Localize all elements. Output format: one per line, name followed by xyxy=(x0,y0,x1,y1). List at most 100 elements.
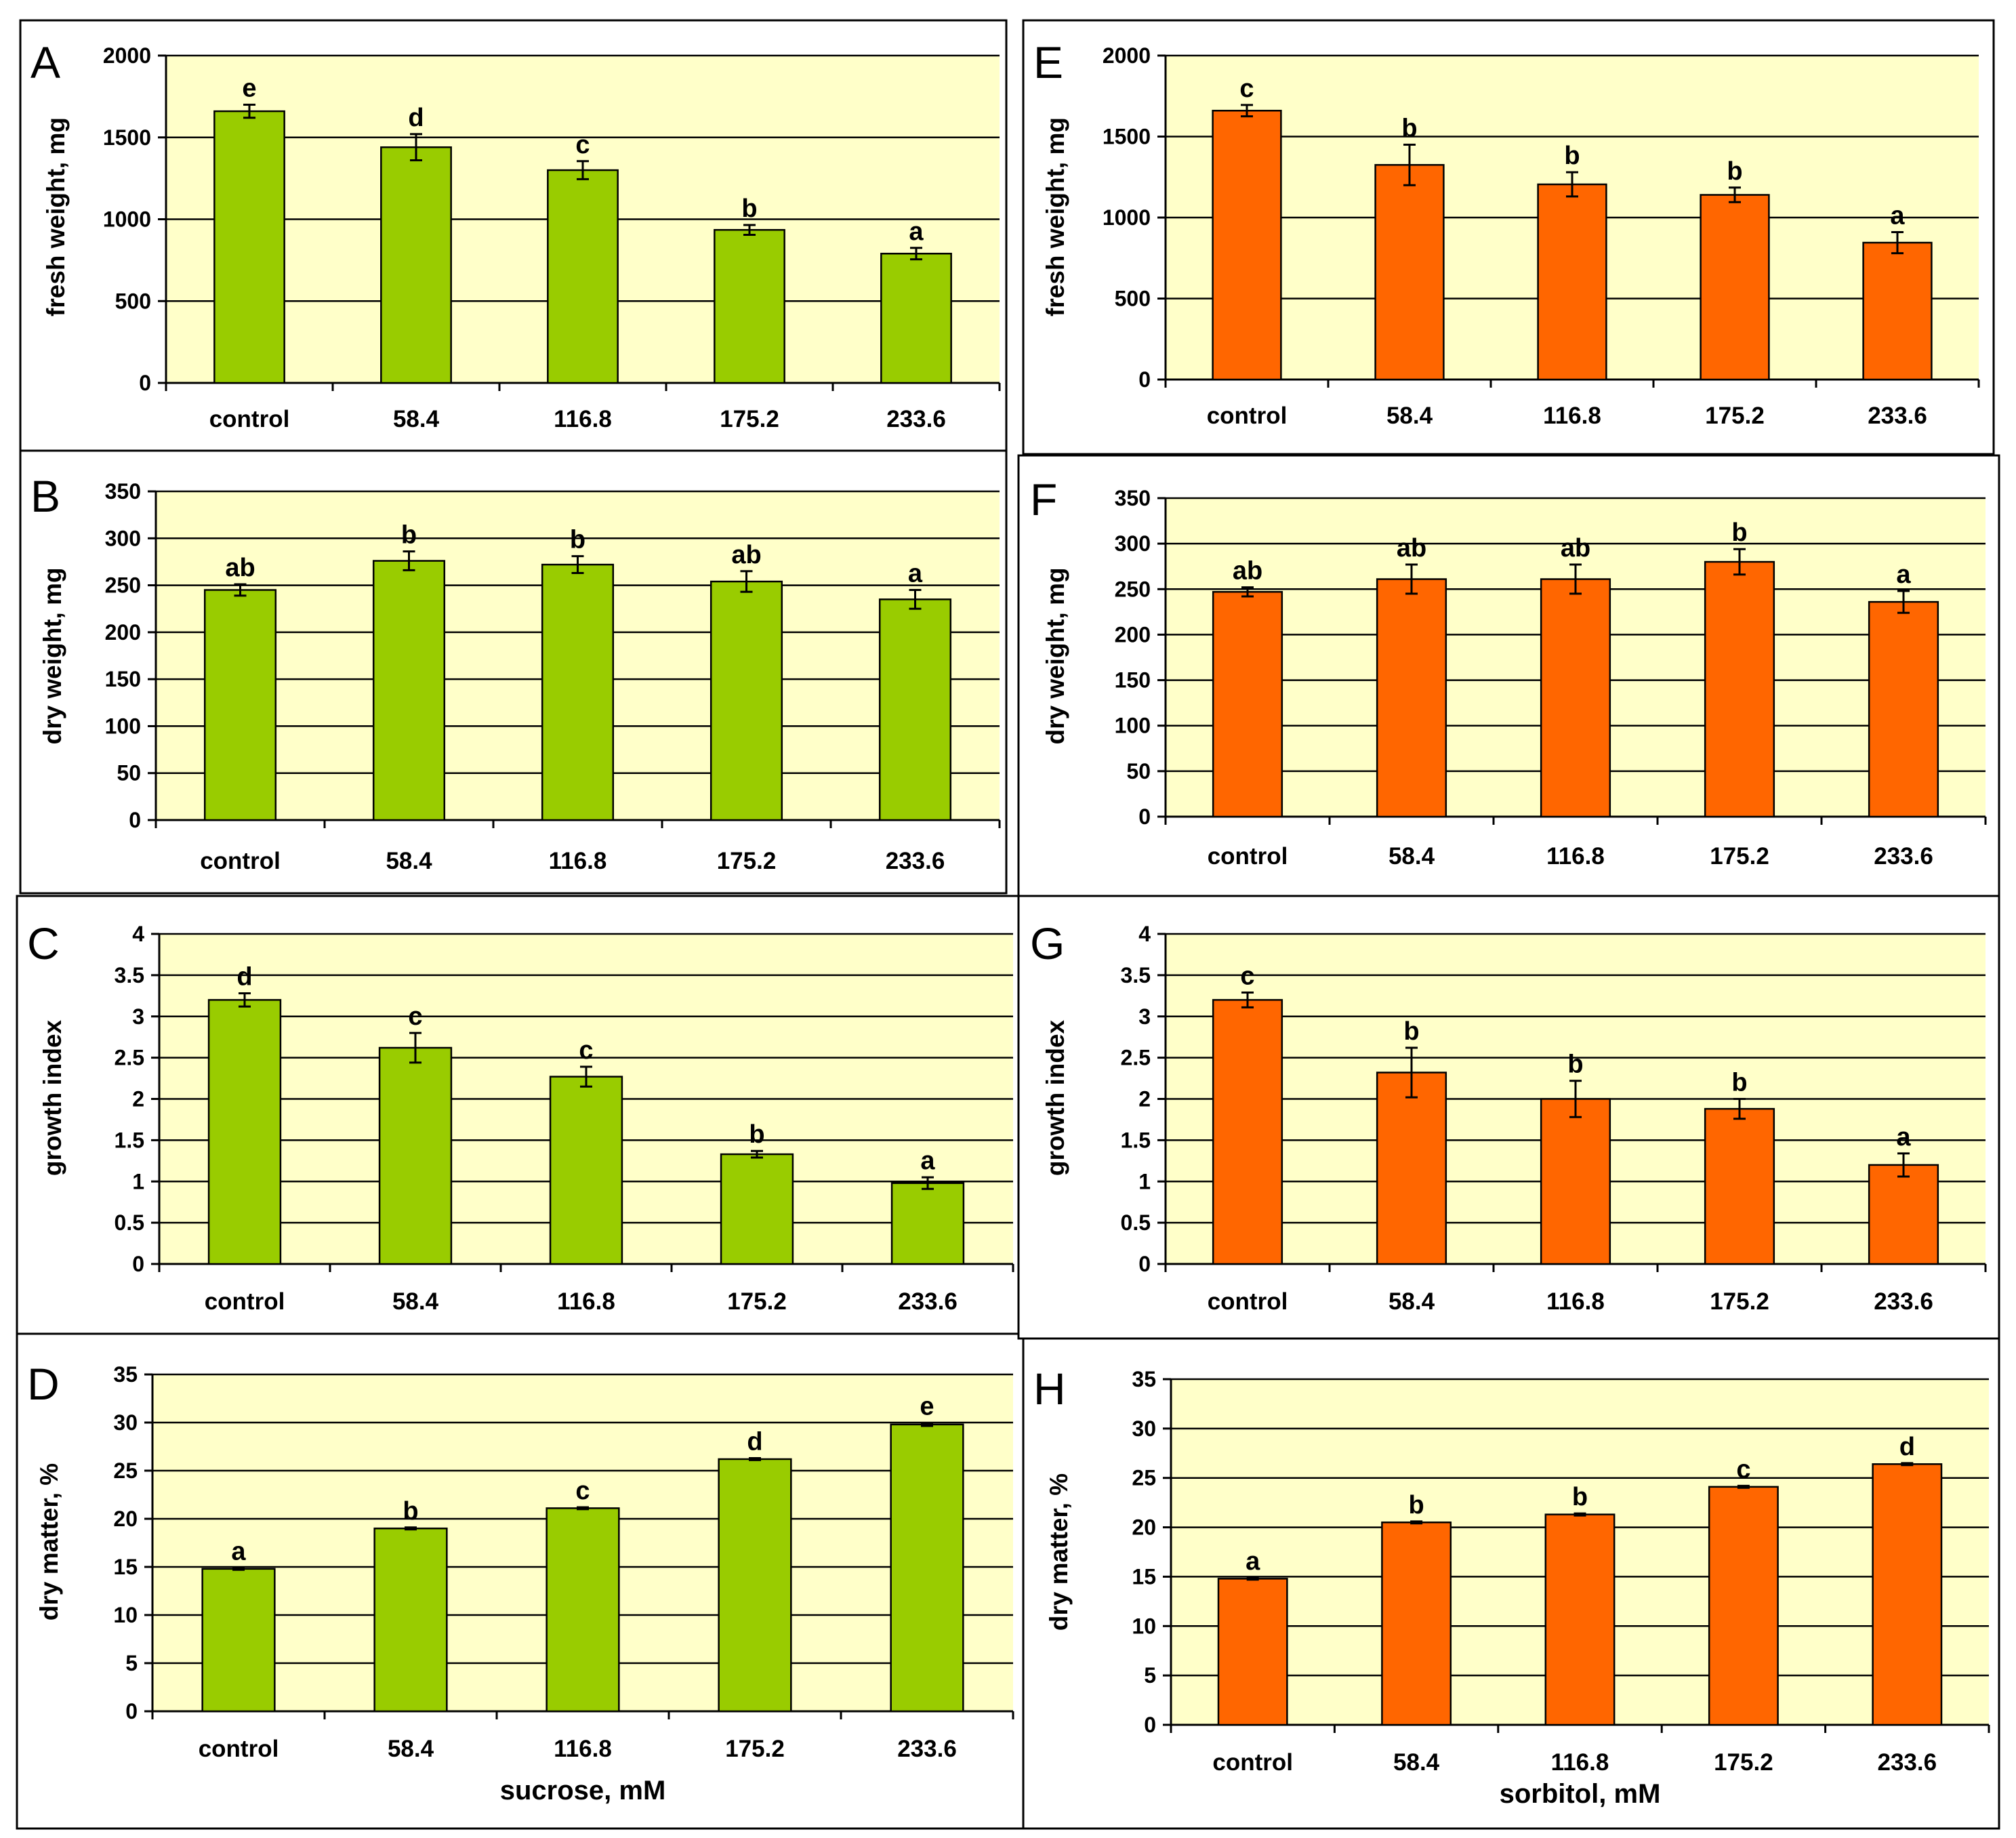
y-tick-label: 350 xyxy=(105,479,141,504)
y-tick-label: 3 xyxy=(132,1004,144,1029)
bar-c-3 xyxy=(720,1153,794,1265)
x-axis-title: sorbitol, mM xyxy=(1500,1779,1661,1809)
significance-label: b xyxy=(749,1120,764,1149)
y-tick-label: 250 xyxy=(105,573,141,598)
bar-d-4 xyxy=(890,1423,964,1713)
bar-h-1 xyxy=(1381,1522,1452,1726)
y-tick-label: 1.5 xyxy=(1121,1128,1151,1152)
panel-e: 0 500 1000 1500 2000 c control b 58.4 b 116.8 b 175.… xyxy=(1022,19,1995,455)
y-tick-label: 0 xyxy=(125,1699,138,1723)
y-tick-label: 1000 xyxy=(1103,205,1151,230)
y-tick-label: 5 xyxy=(125,1651,138,1675)
y-tick-label: 1500 xyxy=(1103,125,1151,149)
panel-f: 050100150200250300350abcontrolab58.4ab11… xyxy=(1017,454,2000,897)
category-label: 116.8 xyxy=(554,1736,612,1762)
bar-g-0 xyxy=(1212,999,1283,1265)
y-tick-label: 2000 xyxy=(1103,43,1151,68)
bar-d-0 xyxy=(201,1568,276,1713)
y-tick-label: 35 xyxy=(113,1362,138,1387)
significance-label: c xyxy=(575,131,590,159)
significance-label: c xyxy=(575,1477,590,1505)
bar-e-1 xyxy=(1374,164,1445,381)
bar-c-4 xyxy=(890,1182,965,1265)
bar-a-2 xyxy=(547,169,619,384)
y-tick-label: 3 xyxy=(1138,1004,1151,1029)
y-tick-label: 15 xyxy=(113,1555,138,1579)
significance-label: ab xyxy=(1561,534,1590,563)
category-label: 116.8 xyxy=(1551,1749,1609,1776)
category-label: 175.2 xyxy=(1714,1749,1773,1776)
y-axis-title: dry matter, % xyxy=(1045,1473,1073,1631)
significance-label: ab xyxy=(1233,557,1262,586)
category-label: 175.2 xyxy=(1710,843,1769,870)
y-tick-label: 20 xyxy=(1132,1515,1156,1540)
significance-label: b xyxy=(1564,142,1580,170)
category-label: 175.2 xyxy=(727,1288,787,1315)
category-label: 116.8 xyxy=(1543,403,1601,429)
bar-c-2 xyxy=(549,1076,623,1265)
y-tick-label: 0 xyxy=(1138,804,1151,829)
y-tick-label: 250 xyxy=(1115,577,1151,601)
y-axis-title: dry weight, mg xyxy=(1042,567,1069,744)
category-label: 175.2 xyxy=(1705,403,1765,429)
y-tick-label: 0 xyxy=(139,371,151,395)
y-tick-label: 30 xyxy=(113,1410,138,1435)
significance-label: e xyxy=(242,74,256,102)
significance-label: a xyxy=(1896,560,1911,589)
y-tick-label: 30 xyxy=(1132,1416,1156,1441)
y-tick-label: 200 xyxy=(1115,622,1151,647)
category-label: 233.6 xyxy=(1874,1288,1933,1315)
bar-g-1 xyxy=(1376,1071,1447,1265)
category-label: 116.8 xyxy=(1546,843,1605,870)
y-tick-label: 1.5 xyxy=(115,1128,144,1152)
panel-letter: C xyxy=(27,918,60,968)
bar-c-1 xyxy=(378,1046,453,1265)
y-tick-label: 150 xyxy=(1115,668,1151,693)
category-label: control xyxy=(1208,843,1288,870)
significance-label: b xyxy=(403,1497,418,1526)
category-label: 233.6 xyxy=(886,848,945,874)
bar-f-4 xyxy=(1868,600,1939,818)
significance-label: d xyxy=(747,1428,762,1456)
bar-d-3 xyxy=(718,1458,792,1713)
y-tick-label: 3.5 xyxy=(1121,963,1151,987)
panel-d: 0 5 10 15 20 25 30 35 a control b 58.4 c 116.8 d 175.2 e… xyxy=(16,1332,1025,1830)
y-tick-label: 2000 xyxy=(103,43,151,68)
y-axis-title: dry matter, % xyxy=(35,1463,63,1620)
y-tick-label: 50 xyxy=(117,761,141,785)
category-label: control xyxy=(205,1288,285,1315)
bar-f-0 xyxy=(1212,591,1283,818)
category-label: 233.6 xyxy=(1878,1749,1937,1776)
bar-c-0 xyxy=(207,999,282,1265)
bar-e-4 xyxy=(1862,241,1933,381)
significance-label: e xyxy=(920,1393,934,1421)
y-tick-label: 5 xyxy=(1144,1663,1156,1688)
y-tick-label: 1 xyxy=(1138,1169,1151,1193)
y-tick-label: 500 xyxy=(115,289,151,313)
bar-f-2 xyxy=(1540,578,1611,818)
category-label: control xyxy=(209,406,290,432)
category-label: 116.8 xyxy=(557,1288,615,1315)
category-label: 175.2 xyxy=(725,1736,785,1762)
y-tick-label: 0 xyxy=(1138,367,1151,392)
bar-a-1 xyxy=(380,146,452,384)
panel-b: 0 50 100 150 200 250 300 350 ab control b 58.4 b 116.… xyxy=(19,449,1008,895)
bar-e-2 xyxy=(1537,183,1607,381)
y-tick-label: 100 xyxy=(105,714,141,738)
significance-label: c xyxy=(1736,1455,1750,1484)
panel-h: 0 5 10 15 20 25 30 35 a control b 58.4 b 116.8 c 175.2 d… xyxy=(1022,1337,2000,1830)
category-label: 58.4 xyxy=(393,406,440,432)
significance-label: b xyxy=(1731,518,1747,547)
panel-letter: F xyxy=(1030,474,1057,525)
y-axis-title: growth index xyxy=(39,1019,66,1176)
bar-d-2 xyxy=(546,1507,620,1713)
bar-h-0 xyxy=(1217,1578,1288,1726)
significance-label: b xyxy=(1567,1050,1583,1079)
y-tick-label: 10 xyxy=(113,1603,138,1627)
significance-label: b xyxy=(1403,1017,1419,1046)
y-tick-label: 350 xyxy=(1115,486,1151,510)
category-label: 233.6 xyxy=(1874,843,1933,870)
category-label: control xyxy=(1207,403,1288,429)
bar-h-3 xyxy=(1708,1486,1779,1726)
y-axis-title: fresh weight, mg xyxy=(42,117,70,316)
